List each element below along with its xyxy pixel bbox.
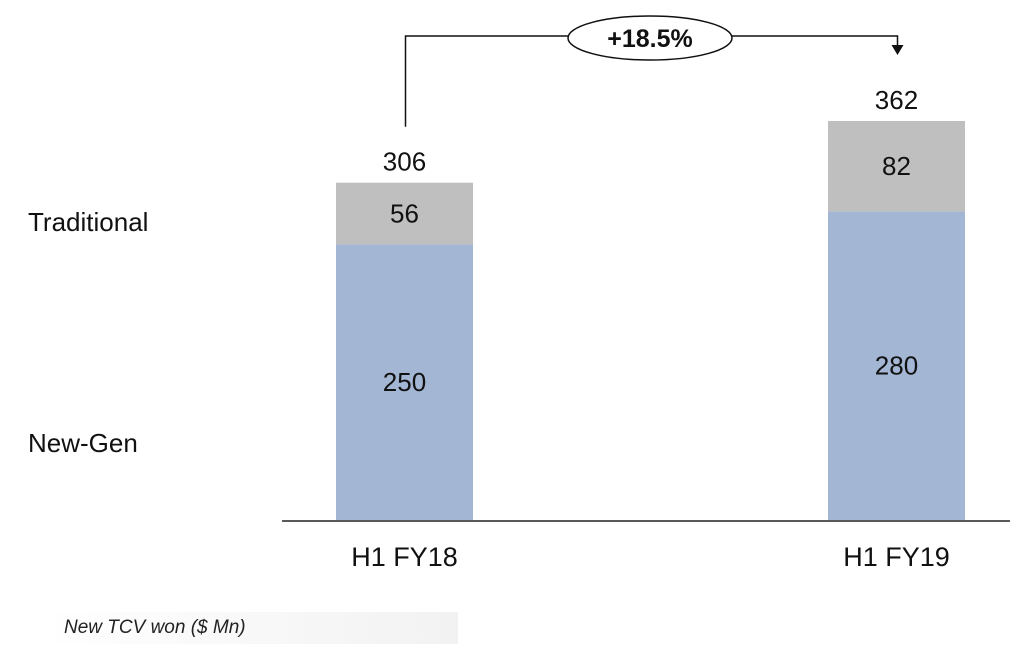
growth-label: +18.5% [607, 25, 693, 53]
data-label-traditional-0: 56 [390, 199, 419, 229]
legend-new-gen: New-Gen [28, 428, 138, 458]
labels-group: 250 56 306 H1 FY18 280 82 362 H1 FY19 [351, 85, 950, 572]
bar-new-gen-1 [828, 211, 965, 520]
data-label-new-gen-1: 280 [875, 351, 918, 381]
x-tick-label-0: H1 FY18 [351, 542, 458, 572]
bars-group [336, 121, 965, 520]
total-label-0: 306 [383, 147, 426, 177]
bar-traditional-1 [828, 121, 965, 212]
footnote: New TCV won ($ Mn) [40, 612, 458, 644]
bar-new-gen-0 [336, 244, 473, 520]
bar-traditional-0 [336, 182, 473, 245]
total-label-1: 362 [875, 85, 918, 115]
growth-ellipse [567, 15, 733, 61]
data-label-traditional-1: 82 [882, 151, 911, 181]
legend-traditional: Traditional [28, 207, 149, 237]
arrow-head-icon [891, 45, 904, 55]
data-label-new-gen-0: 250 [383, 367, 426, 397]
x-tick-label-1: H1 FY19 [843, 542, 950, 572]
